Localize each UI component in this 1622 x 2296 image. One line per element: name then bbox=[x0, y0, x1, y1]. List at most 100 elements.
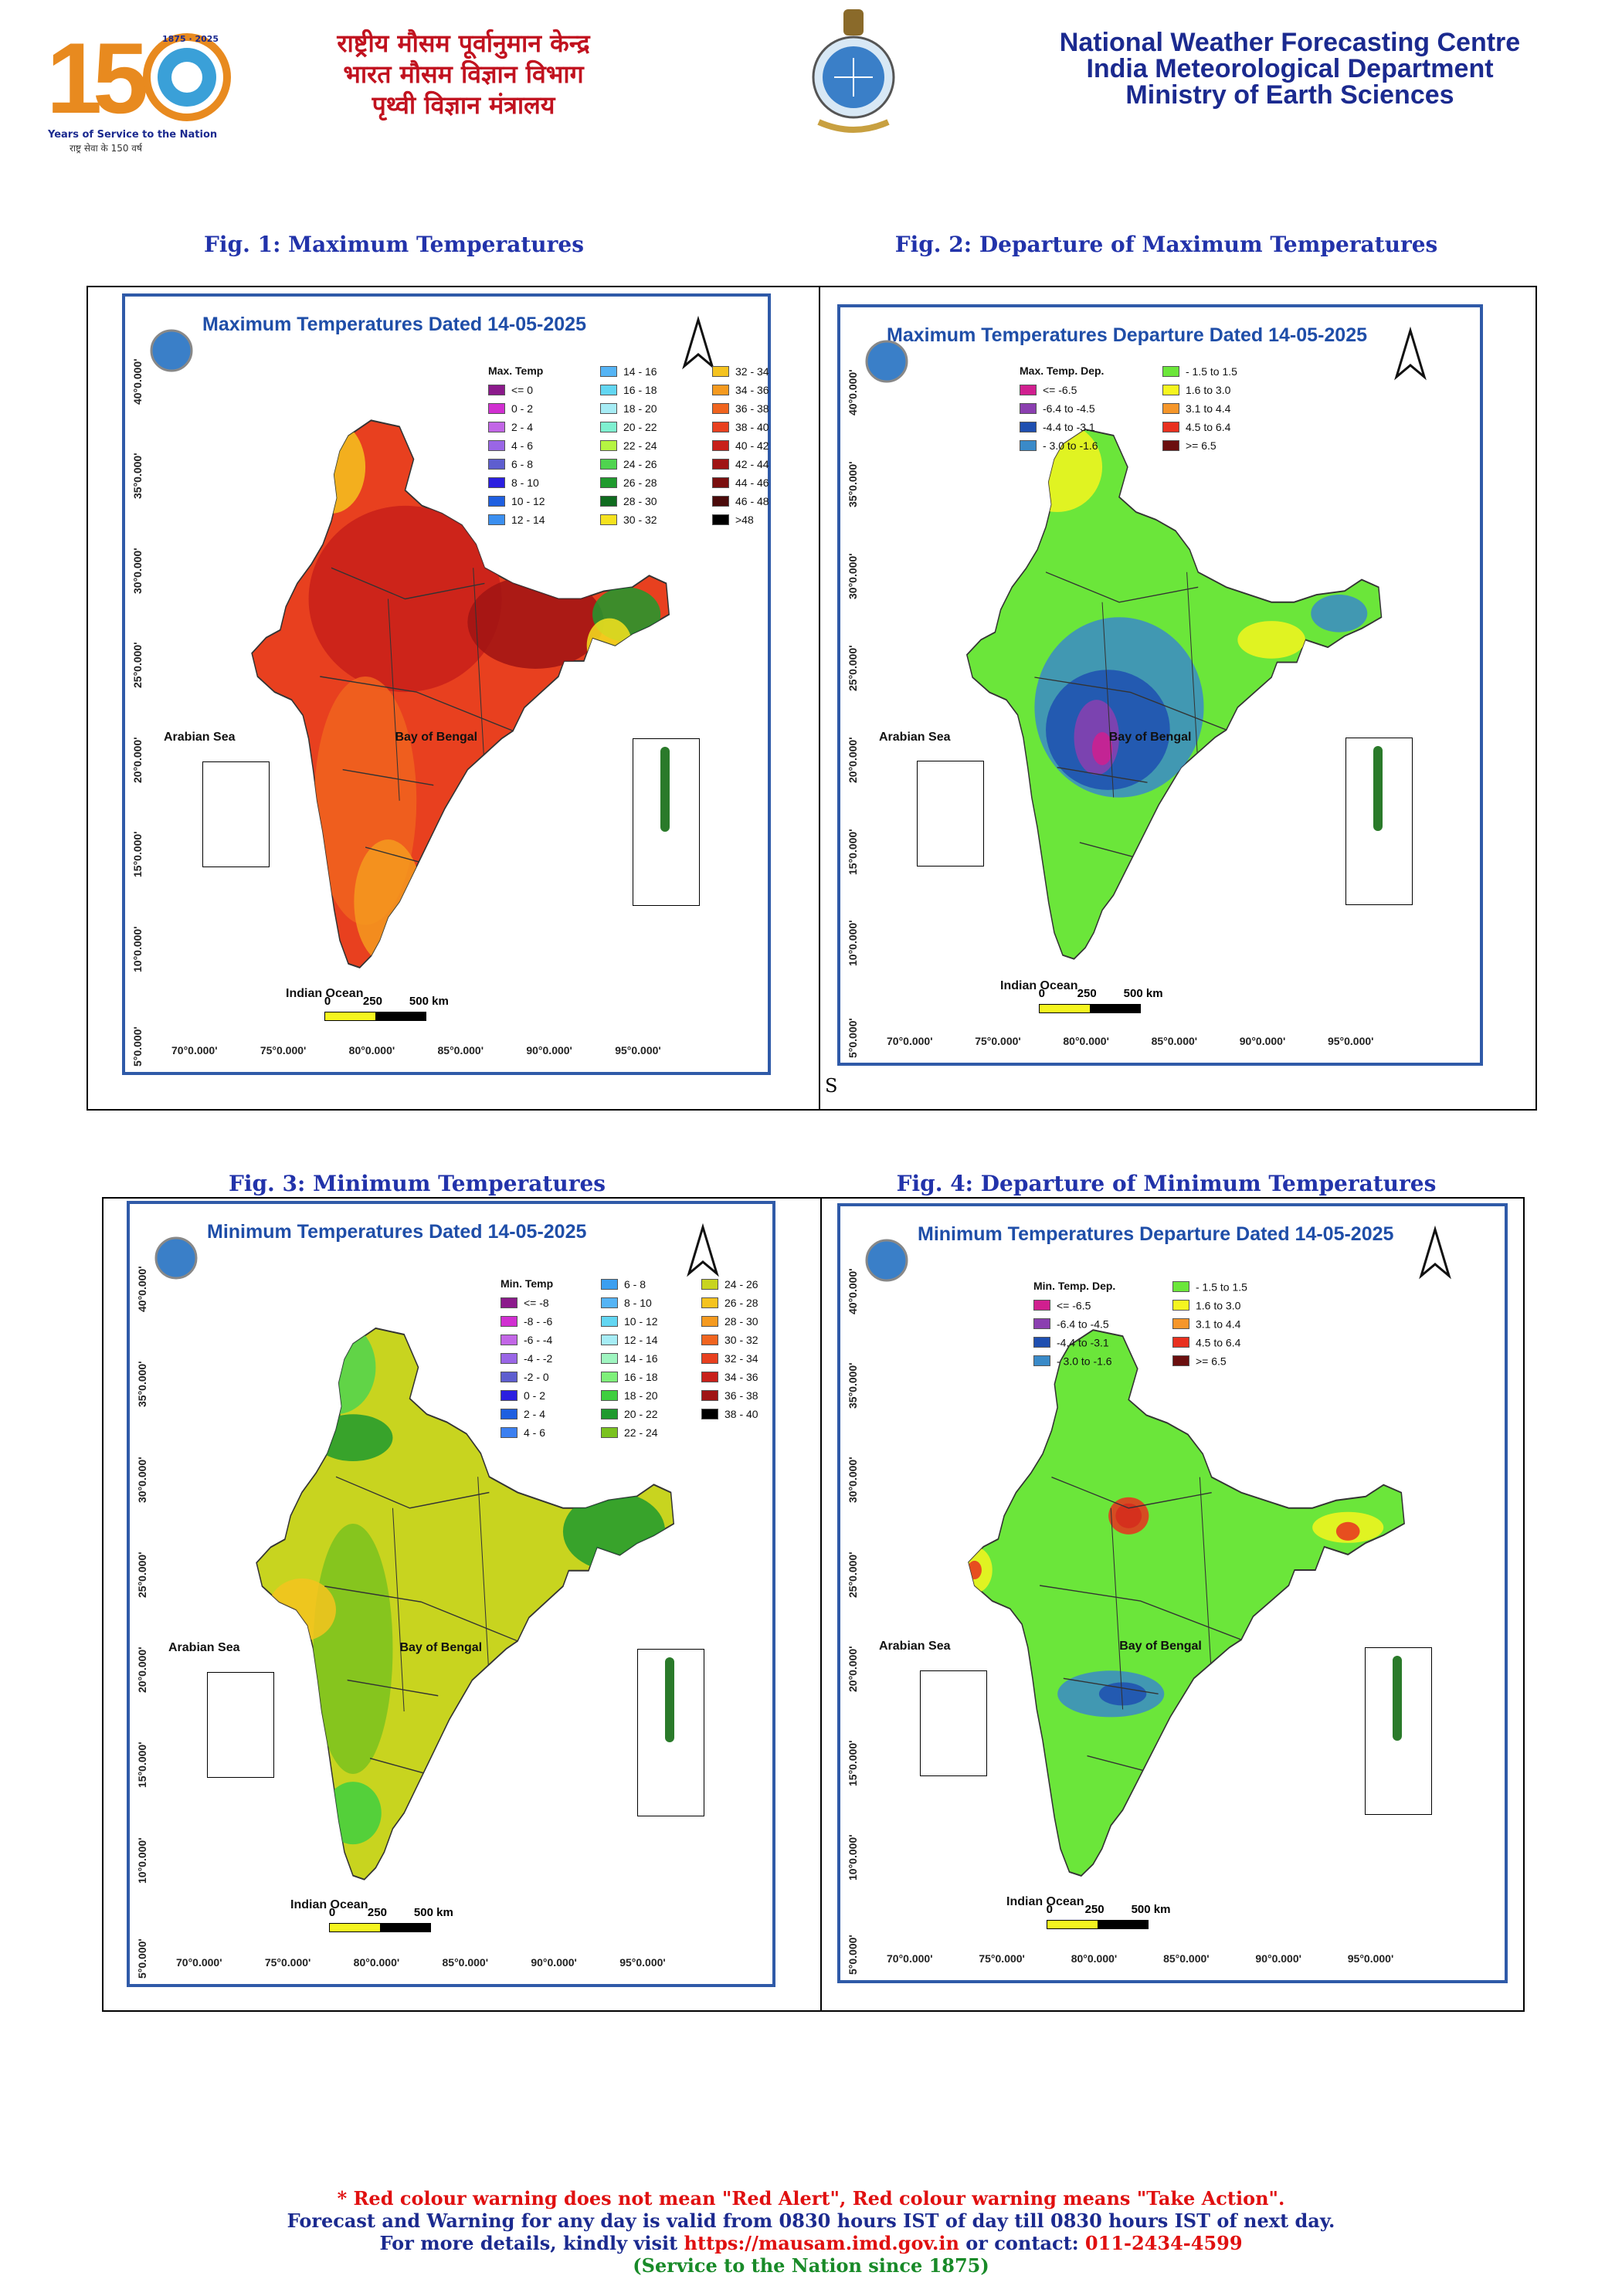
legend-label: 6 - 8 bbox=[511, 458, 534, 471]
imd-website-link[interactable]: https://mausam.imd.gov.in bbox=[684, 2232, 959, 2254]
temperature-region bbox=[562, 1492, 666, 1571]
latitude-label: 10°0.000' bbox=[847, 1834, 859, 1881]
north-arrow-icon bbox=[1419, 1225, 1451, 1280]
legend-swatch bbox=[601, 1409, 618, 1420]
legend-swatch bbox=[712, 440, 729, 452]
legend-item: 44 - 46 bbox=[712, 476, 769, 489]
legend-swatch bbox=[1162, 422, 1179, 433]
state-boundaries bbox=[1040, 1476, 1242, 1772]
legend-label: >= 6.5 bbox=[1186, 439, 1216, 453]
legend-swatch bbox=[488, 514, 505, 526]
north-arrow-icon bbox=[687, 1223, 719, 1277]
arabian-sea-label: Arabian Sea bbox=[168, 1640, 240, 1654]
legend-item: 8 - 10 bbox=[488, 476, 539, 489]
fig2-map: Maximum Temperatures Departure Dated 14-… bbox=[837, 304, 1483, 1066]
scale-label: 0 bbox=[328, 1906, 336, 1919]
arabian-sea-label: Arabian Sea bbox=[879, 730, 951, 744]
temperature-region bbox=[301, 1363, 336, 1403]
latitude-label: 20°0.000' bbox=[136, 1647, 148, 1694]
legend-swatch bbox=[712, 477, 729, 489]
latitude-label: 35°0.000' bbox=[847, 1362, 859, 1409]
legend-item: 1.6 to 3.0 bbox=[1172, 1298, 1240, 1311]
legend-title: Max. Temp bbox=[488, 365, 544, 377]
english-line-1: National Weather Forecasting Centre bbox=[1059, 28, 1521, 57]
hindi-header-text: राष्ट्रीय मौसम पूर्वानुमान केन्द्र भारत … bbox=[270, 28, 657, 120]
legend-swatch bbox=[601, 1372, 618, 1383]
longitude-label: 70°0.000' bbox=[171, 1044, 218, 1056]
legend-item: 30 - 32 bbox=[600, 513, 657, 526]
latitude-label: 40°0.000' bbox=[847, 369, 859, 415]
latitude-label: 30°0.000' bbox=[136, 1457, 148, 1503]
scale-label: 250 bbox=[367, 1906, 387, 1919]
latitude-label: 40°0.000' bbox=[131, 358, 144, 405]
indian-ocean-label: Indian Ocean bbox=[286, 986, 364, 1000]
legend-label: 24 - 26 bbox=[623, 458, 657, 471]
temperature-region bbox=[313, 1414, 393, 1461]
legend-swatch bbox=[701, 1353, 718, 1365]
andaman-islands bbox=[1393, 1656, 1403, 1742]
fig1-map: Maximum Temperatures Dated 14-05-2025 40°… bbox=[122, 293, 771, 1075]
imd-emblem-icon bbox=[865, 1239, 908, 1282]
india-map-svg bbox=[150, 315, 714, 968]
longitude-label: 95°0.000' bbox=[619, 1956, 666, 1969]
legend-swatch bbox=[1172, 1281, 1189, 1293]
legend-swatch bbox=[488, 477, 505, 489]
legend-item: 10 - 12 bbox=[488, 494, 545, 507]
legend-label: 0 - 2 bbox=[511, 402, 534, 415]
footer-validity-note: Forecast and Warning for any day is vali… bbox=[287, 2210, 1335, 2232]
legend-item: 30 - 32 bbox=[701, 1333, 758, 1346]
legend-swatch bbox=[1172, 1300, 1189, 1311]
hindi-line-3: पृथ्वी विज्ञान मंत्रालय bbox=[372, 90, 555, 120]
scale-label: 500 km bbox=[1131, 1902, 1171, 1916]
lakshadweep-inset bbox=[917, 760, 985, 867]
footer-service-note: (Service to the Nation since 1875) bbox=[633, 2254, 989, 2277]
footer-warning-note: * Red colour warning does not mean "Red … bbox=[337, 2187, 1285, 2210]
state-boundaries bbox=[1034, 571, 1227, 859]
scale-label: 500 km bbox=[1123, 987, 1163, 1001]
legend-item: 0 - 2 bbox=[501, 1389, 546, 1402]
legend-item: 3.1 to 4.4 bbox=[1162, 402, 1231, 415]
scale-label: 0 bbox=[1038, 987, 1046, 1001]
legend-item: 24 - 26 bbox=[600, 457, 657, 470]
indian-ocean-label: Indian Ocean bbox=[1006, 1894, 1084, 1908]
latitude-label: 5°0.000' bbox=[847, 1935, 859, 1976]
legend-label: 0 - 2 bbox=[524, 1389, 546, 1402]
legend-item: 36 - 38 bbox=[701, 1389, 758, 1402]
legend-swatch bbox=[712, 366, 729, 378]
legend-label: 10 - 12 bbox=[511, 495, 545, 508]
legend-swatch bbox=[488, 403, 505, 415]
scale-bar-graphic bbox=[324, 1011, 426, 1021]
temperature-region bbox=[1237, 621, 1305, 659]
legend-label: - 3.0 to -1.6 bbox=[1057, 1355, 1112, 1368]
latitude-label: 5°0.000' bbox=[131, 1026, 144, 1067]
legend-label: 34 - 36 bbox=[735, 384, 769, 397]
scale-bar-graphic bbox=[1038, 1004, 1141, 1014]
temperature-region bbox=[296, 1328, 376, 1415]
legend-item: >= 6.5 bbox=[1172, 1354, 1227, 1367]
svg-text:1: 1 bbox=[46, 22, 102, 134]
legend-item: 18 - 20 bbox=[601, 1389, 658, 1402]
fig2-note: S bbox=[825, 1075, 838, 1097]
legend-item: -8 - -6 bbox=[501, 1314, 552, 1328]
legend-swatch bbox=[600, 514, 617, 526]
legend-item: 46 - 48 bbox=[712, 494, 769, 507]
legend-item: 4.5 to 6.4 bbox=[1162, 420, 1230, 433]
legend-swatch bbox=[701, 1335, 718, 1346]
legend-label: 42 - 44 bbox=[735, 458, 769, 471]
temperature-region bbox=[586, 618, 633, 673]
legend-item: 36 - 38 bbox=[712, 402, 769, 415]
longitude-label: 85°0.000' bbox=[437, 1044, 484, 1056]
legend-swatch bbox=[1020, 403, 1037, 415]
legend-item: 2 - 4 bbox=[488, 420, 533, 433]
latitude-label: 30°0.000' bbox=[847, 1457, 859, 1504]
legend-swatch bbox=[601, 1353, 618, 1365]
legend-swatch bbox=[701, 1316, 718, 1328]
legend-swatch bbox=[600, 496, 617, 507]
temperature-region bbox=[274, 459, 321, 521]
legend-swatch bbox=[601, 1335, 618, 1346]
latitude-label: 5°0.000' bbox=[136, 1938, 148, 1979]
legend-label: 3.1 to 4.4 bbox=[1186, 402, 1231, 415]
longitude-label: 85°0.000' bbox=[442, 1956, 489, 1969]
legend-swatch bbox=[701, 1279, 718, 1290]
fig4-map: Minimum Temperatures Departure Dated 14-… bbox=[837, 1203, 1508, 1983]
